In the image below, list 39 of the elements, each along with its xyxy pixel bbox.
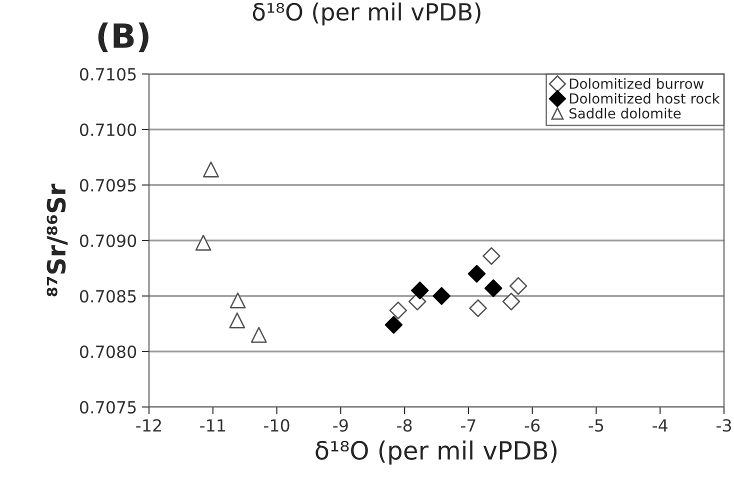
x-tick-label: -5 (588, 419, 604, 432)
point (229, 312, 246, 328)
point (468, 264, 486, 283)
y-tick-label: 0.7075 (80, 400, 136, 414)
x-tick-label: -6 (524, 419, 540, 432)
point (432, 287, 451, 305)
point (469, 299, 487, 318)
legend-label: Dolomitized host rock (570, 92, 720, 104)
x-tick-label: -10 (264, 419, 290, 432)
y-axis-title: ⁸⁷Sr/⁸⁶Sr (46, 184, 68, 296)
point (482, 247, 500, 265)
point (389, 302, 408, 320)
point (410, 282, 429, 300)
point (230, 292, 246, 308)
point (484, 279, 502, 298)
point (202, 161, 219, 178)
y-tick-label: 0.7095 (80, 178, 136, 192)
x-axis-title: δ¹⁸O (per mil vPDB) (316, 440, 557, 465)
x-tick-label: -4 (652, 419, 668, 432)
point (250, 326, 267, 343)
x-tick-label: -11 (200, 419, 225, 432)
legend-label: Saddle dolomite (569, 108, 681, 119)
y-tick-label: 0.7085 (80, 290, 136, 303)
y-tick-label: 0.7080 (80, 345, 136, 358)
point (509, 277, 528, 295)
x-tick-label: -7 (460, 419, 476, 432)
chart-title: δ¹⁸O (per mil vPDB) (252, 2, 480, 26)
y-tick-label: 0.7100 (80, 123, 136, 136)
x-tick-label: -3 (716, 419, 731, 432)
x-tick-label: -9 (333, 419, 348, 432)
point (195, 234, 212, 251)
x-tick-label: -8 (397, 419, 412, 432)
x-tick-label: -12 (136, 419, 161, 432)
point (384, 316, 403, 334)
y-tick-label: 0.7105 (80, 68, 136, 81)
text: (B) (98, 22, 148, 52)
point (502, 292, 520, 310)
y-tick-label: 0.7090 (80, 234, 136, 248)
legend-label: Dolomitized burrow (570, 78, 704, 89)
